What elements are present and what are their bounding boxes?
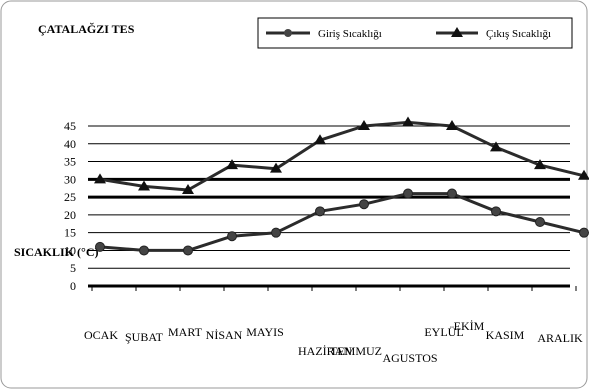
data-point <box>403 188 413 199</box>
data-point <box>578 169 589 180</box>
y-tick-label: 30 <box>64 172 76 186</box>
legend-box <box>257 17 573 49</box>
x-tick-label: NİSAN <box>206 328 243 342</box>
y-tick-label: 20 <box>64 208 76 222</box>
legend-marker-cikis <box>451 27 463 37</box>
series-line-1 <box>99 120 585 192</box>
data-point <box>94 173 106 184</box>
data-point <box>226 159 238 170</box>
y-tick-label: 45 <box>64 119 76 133</box>
data-point <box>447 188 457 199</box>
y-tick-label: 15 <box>64 226 76 240</box>
x-tick-label: EKİM <box>454 319 485 333</box>
data-point <box>402 116 414 127</box>
data-point <box>183 245 193 256</box>
data-point <box>315 206 325 217</box>
grid <box>88 125 570 269</box>
x-tick-label: MAYIS <box>246 325 284 339</box>
x-tick-label: HAZİRAN <box>298 344 352 358</box>
x-tick-label: TEMMUZ <box>330 344 382 358</box>
chart-title: ÇATALAĞZI TES <box>38 22 135 36</box>
data-point <box>491 206 501 217</box>
legend-label-giris: Giriş Sıcaklığı <box>318 28 382 40</box>
legend-label-cikis: Çıkış Sıcaklığı <box>486 28 551 40</box>
y-axis-ticks: 0 5 10 15 20 25 30 35 40 45 <box>64 119 76 293</box>
data-point <box>314 134 326 145</box>
x-tick-label: AGUSTOS <box>382 351 437 365</box>
x-tick-label: ŞUBAT <box>125 330 164 344</box>
data-point <box>271 227 281 238</box>
y-tick-label: 10 <box>64 243 76 257</box>
data-point <box>227 231 237 242</box>
x-tick-label: EYLÜL <box>424 325 463 339</box>
data-point <box>579 227 589 238</box>
data-point <box>138 180 150 191</box>
data-point <box>358 120 370 130</box>
x-axis-tick-marks <box>91 286 577 291</box>
y-tick-label: 0 <box>70 279 76 293</box>
data-point <box>182 184 194 194</box>
series-line-0 <box>99 192 585 252</box>
data-point <box>534 159 546 170</box>
y-axis-label: SICAKLIK (°C) <box>14 245 98 259</box>
data-point <box>270 162 282 173</box>
data-point <box>359 199 369 210</box>
data-point <box>446 120 458 130</box>
data-point <box>95 241 105 252</box>
y-tick-label: 35 <box>64 155 76 169</box>
legend-marker-giris <box>284 29 292 37</box>
y-tick-label: 40 <box>64 137 76 151</box>
legend: Giriş Sıcaklığı Çıkış Sıcaklığı <box>257 17 573 49</box>
y-tick-label: 25 <box>64 190 76 204</box>
data-point <box>139 245 149 256</box>
y-tick-label: 5 <box>70 261 76 275</box>
x-tick-label: KASIM <box>486 328 525 342</box>
x-tick-label: MART <box>168 325 203 339</box>
data-point <box>535 217 545 227</box>
x-tick-label: OCAK <box>84 328 118 342</box>
series-layer <box>94 116 589 256</box>
x-tick-label: ARALIK <box>537 331 583 345</box>
data-point <box>490 141 502 152</box>
